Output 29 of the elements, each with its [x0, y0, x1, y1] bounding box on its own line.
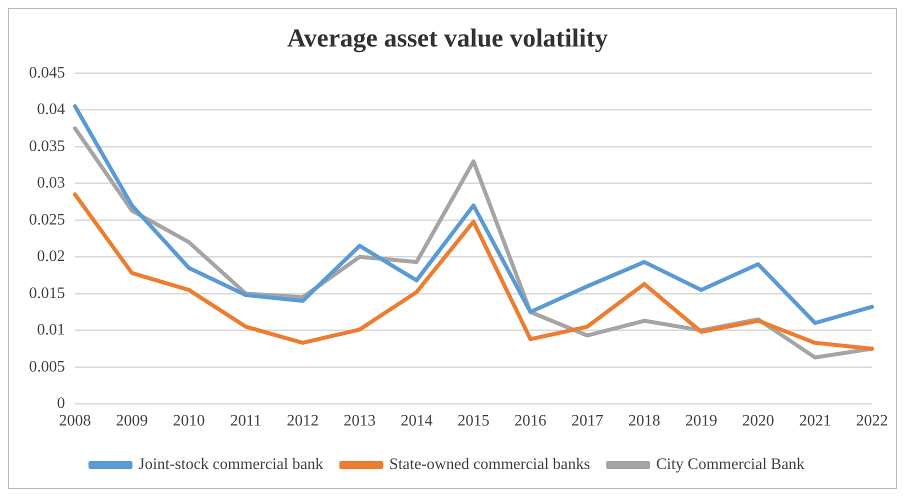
y-tick-label: 0: [57, 395, 65, 412]
x-tick-label: 2019: [685, 412, 718, 430]
x-tick-label: 2009: [116, 412, 148, 430]
chart-title: Average asset value volatility: [287, 23, 608, 52]
x-tick-label: 2017: [571, 412, 604, 430]
y-tick-label: 0.03: [37, 174, 65, 192]
y-tick-label: 0.025: [29, 211, 65, 228]
x-tick-label: 2022: [856, 412, 888, 430]
y-tick-label: 0.02: [37, 248, 65, 266]
x-tick-label: 2011: [230, 412, 262, 430]
y-tick-label: 0.005: [29, 358, 65, 376]
y-tick-label: 0.01: [37, 322, 65, 339]
y-tick-label: 0.035: [29, 138, 65, 155]
y-tick-label: 0.015: [29, 284, 65, 302]
x-tick-label: 2010: [172, 412, 205, 430]
legend-label: Joint-stock commercial bank: [138, 456, 324, 474]
legend-label: State-owned commercial banks: [389, 456, 590, 474]
legend-label: City Commercial Bank: [656, 456, 805, 474]
x-tick-label: 2014: [400, 412, 433, 430]
x-tick-label: 2012: [286, 412, 319, 430]
x-tick-label: 2008: [59, 412, 91, 430]
x-tick-label: 2020: [742, 412, 774, 430]
y-tick-label: 0.045: [29, 64, 65, 82]
x-tick-label: 2016: [514, 412, 546, 430]
y-tick-label: 0.04: [37, 101, 65, 118]
x-tick-label: 2013: [344, 412, 376, 430]
x-tick-label: 2018: [628, 412, 660, 430]
x-tick-label: 2021: [799, 412, 832, 430]
x-tick-label: 2015: [458, 412, 490, 430]
